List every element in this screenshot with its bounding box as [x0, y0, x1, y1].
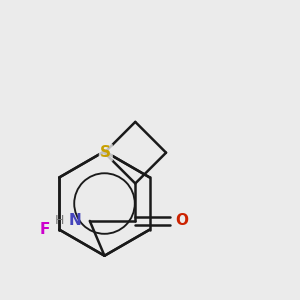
Text: S: S [100, 145, 111, 160]
Text: F: F [39, 222, 50, 237]
Text: O: O [175, 213, 188, 228]
Text: H: H [54, 214, 64, 226]
Text: N: N [69, 213, 81, 228]
